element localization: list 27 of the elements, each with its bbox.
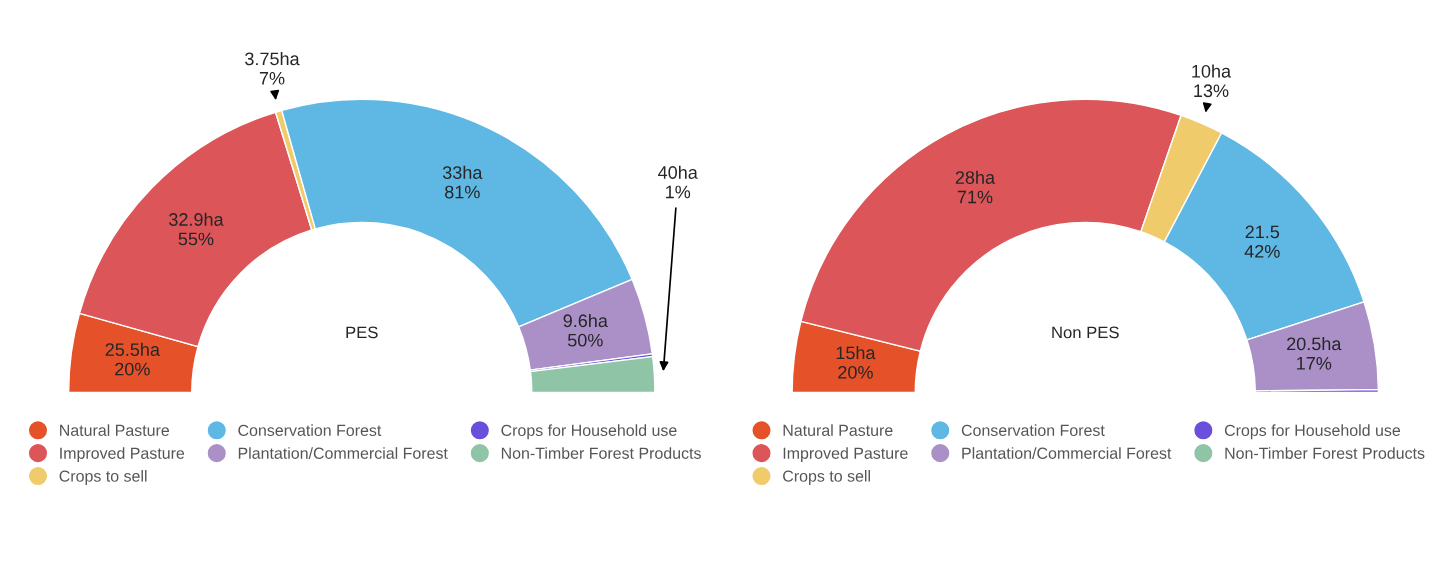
text: 40ha 1% — [658, 165, 698, 199]
legend-label: Plantation/Commercial Forest — [238, 447, 448, 459]
text: 9.6ha 50% — [563, 313, 608, 347]
text: 21.5 42% — [1244, 225, 1280, 258]
legend-label: Crops for Household use — [1224, 424, 1401, 440]
legend-label: Crops for Household use — [501, 424, 677, 440]
text: 28ha 71% — [955, 170, 996, 204]
text: 10ha 13% — [1192, 64, 1232, 98]
legend-label: Non-Timber Forest Products — [1225, 447, 1425, 459]
legend-label: Improved Pasture — [783, 447, 908, 463]
legend-label: Conservation Forest — [961, 424, 1105, 437]
legend-label: Conservation Forest — [238, 424, 382, 437]
text: 32.9ha 55% — [169, 212, 224, 246]
legend-label: Plantation/Commercial Forest — [962, 447, 1172, 459]
legend-label: Natural Pasture — [783, 424, 893, 437]
text: PES — [346, 326, 378, 339]
text: 3.75ha 7% — [245, 51, 300, 85]
legend-label: Non-Timber Forest Products — [501, 447, 701, 459]
text: 33ha 81% — [442, 165, 483, 199]
text: 25.5ha 20% — [105, 342, 160, 376]
text: Non PES — [1052, 326, 1119, 339]
legend-label: Crops to sell — [59, 470, 147, 485]
legend-label: Natural Pasture — [60, 424, 170, 437]
legend-label: Crops to sell — [783, 470, 870, 485]
legend-label: Improved Pasture — [60, 447, 185, 463]
text: 20.5ha 17% — [1287, 337, 1342, 370]
text: 15ha 20% — [836, 346, 876, 379]
